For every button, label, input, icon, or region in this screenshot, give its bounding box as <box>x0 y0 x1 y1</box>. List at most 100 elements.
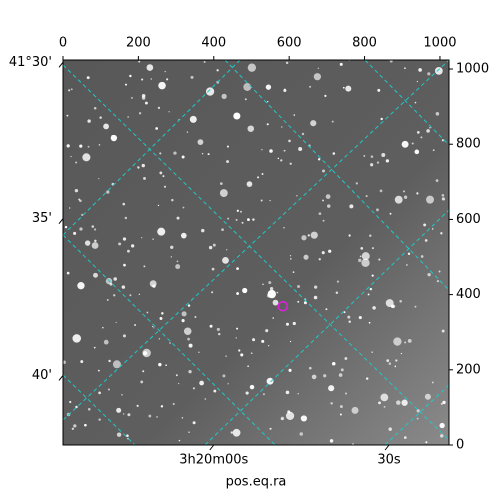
star <box>152 238 154 240</box>
star <box>328 385 335 392</box>
star <box>146 64 154 71</box>
star <box>222 374 226 378</box>
star <box>361 258 370 268</box>
star <box>157 106 161 110</box>
star <box>427 72 431 76</box>
star <box>416 131 420 134</box>
star <box>285 390 290 395</box>
star <box>250 352 253 355</box>
star <box>93 107 97 110</box>
x-tick-label: 400 <box>201 36 226 51</box>
star <box>272 317 274 319</box>
star <box>192 387 195 390</box>
star <box>265 329 269 333</box>
star <box>199 380 205 386</box>
y-tick-label: 0 <box>456 438 464 453</box>
star <box>260 199 263 202</box>
star <box>358 316 362 320</box>
dec-tick-label: 35' <box>32 211 52 226</box>
star <box>431 381 434 384</box>
star <box>244 98 247 101</box>
star <box>175 264 181 270</box>
star <box>216 69 219 72</box>
star <box>222 256 229 264</box>
ra-tick-label: 3h20m00s <box>179 453 248 468</box>
star <box>127 116 129 118</box>
star <box>420 255 424 258</box>
star <box>379 189 383 193</box>
star <box>126 434 129 438</box>
star <box>414 149 420 155</box>
star <box>365 377 369 380</box>
star <box>269 427 272 430</box>
star <box>73 231 77 235</box>
star <box>266 123 269 126</box>
star <box>157 227 166 236</box>
star <box>91 225 95 228</box>
star <box>380 393 389 402</box>
star <box>265 84 272 90</box>
star <box>336 280 340 283</box>
star <box>131 97 133 99</box>
star <box>406 264 408 266</box>
star <box>186 131 189 133</box>
star <box>79 227 83 231</box>
star <box>327 204 331 208</box>
star <box>69 207 71 209</box>
star <box>170 245 174 249</box>
star <box>272 299 279 306</box>
star <box>103 339 109 345</box>
star <box>395 359 398 362</box>
star <box>330 402 333 405</box>
star <box>211 291 214 294</box>
star <box>385 159 390 163</box>
star <box>372 306 376 310</box>
star <box>322 219 325 222</box>
star <box>141 93 146 98</box>
star <box>190 75 194 79</box>
star <box>262 283 264 286</box>
star <box>345 392 348 395</box>
star <box>113 294 116 297</box>
star <box>344 357 348 360</box>
star <box>416 417 419 420</box>
star <box>339 413 342 416</box>
star <box>339 405 343 408</box>
star <box>252 338 256 342</box>
dec-tick-label: 41°30' <box>9 55 52 70</box>
star <box>322 199 324 202</box>
star <box>266 377 274 385</box>
star <box>246 181 253 187</box>
star <box>98 144 101 146</box>
star <box>297 285 301 289</box>
star <box>285 322 289 326</box>
dec-tick <box>58 375 64 381</box>
star <box>69 400 72 404</box>
star <box>192 421 196 425</box>
star <box>378 401 381 405</box>
star <box>127 249 130 253</box>
star <box>93 346 96 349</box>
star <box>127 413 131 417</box>
star <box>98 177 100 180</box>
star <box>324 94 327 97</box>
star <box>313 295 318 300</box>
star <box>293 114 296 116</box>
star <box>146 311 149 314</box>
star <box>389 60 393 63</box>
star <box>165 364 167 367</box>
star <box>176 260 179 263</box>
star <box>122 202 126 206</box>
star <box>136 404 139 407</box>
star <box>121 394 123 396</box>
y-tick-label: 800 <box>456 137 481 152</box>
star <box>138 60 141 63</box>
star <box>347 315 351 319</box>
x-axis-label: pos.eq.ra <box>226 475 287 490</box>
ra-tick <box>209 444 215 451</box>
star <box>180 232 187 239</box>
star <box>318 212 322 216</box>
star <box>79 144 83 148</box>
star <box>159 317 163 320</box>
star <box>118 242 122 246</box>
